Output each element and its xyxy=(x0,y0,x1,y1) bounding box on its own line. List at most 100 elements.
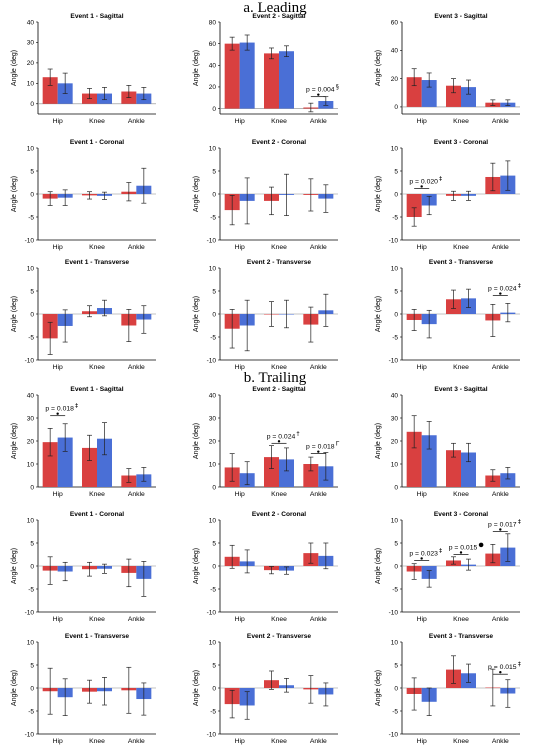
chart-panel-9: Event 3 - Transverse Angle (deg) -10 -5 0 5 10… xyxy=(375,259,521,371)
bar-s2-hip xyxy=(239,42,255,109)
y-tick-label: -5 xyxy=(28,586,34,593)
x-tick-label: Hip xyxy=(417,616,427,623)
y-tick-label: 10 xyxy=(27,145,35,152)
significance-mark: ‡ xyxy=(518,283,521,290)
y-tick-label: 0 xyxy=(394,685,398,692)
x-tick-label: Hip xyxy=(235,738,245,745)
y-tick-label: 5 xyxy=(212,662,216,669)
x-tick-label: Knee xyxy=(89,118,105,125)
significance-mark: ‡ xyxy=(518,661,521,668)
significance-mark: ‡ xyxy=(439,175,442,182)
p-value-label: p = 0.020 xyxy=(409,178,438,185)
x-tick-label: Ankle xyxy=(492,491,509,498)
bar-s2-knee xyxy=(461,87,476,107)
bar-s1-knee xyxy=(264,457,279,487)
x-tick-label: Knee xyxy=(271,738,287,745)
x-tick-label: Knee xyxy=(453,738,469,745)
y-tick-label: -10 xyxy=(207,237,217,244)
y-tick-label: -10 xyxy=(207,357,217,364)
x-tick-label: Hip xyxy=(235,616,245,623)
y-axis-label: Angle (deg) xyxy=(11,548,18,584)
y-tick-label: -10 xyxy=(207,609,217,616)
y-tick-label: 5 xyxy=(212,288,216,295)
x-tick-label: Knee xyxy=(453,491,469,498)
chart-panel-15: Event 3 - Coronal Angle (deg) -10 -5 0 5 10 Hip… xyxy=(375,511,521,623)
x-tick-label: Knee xyxy=(271,244,287,251)
y-tick-label: 10 xyxy=(209,461,217,468)
chart-panel-16: Event 1 - Transverse Angle (deg) -10 -5 0 5 10… xyxy=(11,633,156,745)
y-tick-label: -10 xyxy=(25,731,35,738)
bar-s2-ankle xyxy=(500,473,516,487)
y-tick-label: 10 xyxy=(209,517,217,524)
significance-dot xyxy=(420,185,423,188)
y-tick-label: 80 xyxy=(209,19,217,26)
x-tick-label: Ankle xyxy=(128,616,145,623)
y-tick-label: 20 xyxy=(391,76,399,83)
y-tick-label: 0 xyxy=(394,563,398,570)
x-tick-label: Ankle xyxy=(128,491,145,498)
x-tick-label: Knee xyxy=(453,244,469,251)
x-tick-label: Ankle xyxy=(128,364,145,371)
significance-mark: † xyxy=(296,430,299,437)
y-axis-label: Angle (deg) xyxy=(193,670,200,706)
y-tick-label: -5 xyxy=(28,334,34,341)
p-value-label: p = 0.017 xyxy=(488,522,517,529)
bar-s1-hip xyxy=(406,194,422,217)
x-tick-label: Hip xyxy=(417,364,427,371)
bar-s1-hip xyxy=(406,77,422,107)
x-tick-label: Knee xyxy=(453,118,469,125)
y-tick-label: 10 xyxy=(209,145,217,152)
y-tick-label: 20 xyxy=(209,438,217,445)
p-value-label: p = 0.023 xyxy=(409,550,438,557)
y-tick-label: 30 xyxy=(27,40,35,47)
y-tick-label: -10 xyxy=(25,357,35,364)
chart-title: Event 3 - Transverse xyxy=(429,633,493,640)
x-tick-label: Knee xyxy=(271,118,287,125)
y-tick-label: 30 xyxy=(391,415,399,422)
chart-panel-7: Event 1 - Transverse Angle (deg) -10 -5 0 5 10… xyxy=(11,259,156,371)
y-tick-label: -10 xyxy=(25,237,35,244)
section-title-leading: a. Leading xyxy=(243,0,307,16)
significance-mark: Γ xyxy=(336,441,340,448)
p-value-label: p = 0.015 xyxy=(449,545,478,552)
y-tick-label: 0 xyxy=(30,311,34,318)
x-tick-label: Knee xyxy=(453,364,469,371)
chart-panel-2: Event 2 - Sagittal Angle (deg) 0 20 40 60 80 Hi… xyxy=(193,13,339,125)
y-axis-label: Angle (deg) xyxy=(11,50,18,86)
y-tick-label: -5 xyxy=(392,708,398,715)
chart-title: Event 2 - Sagittal xyxy=(252,386,305,393)
y-axis-label: Angle (deg) xyxy=(193,548,200,584)
y-tick-label: -5 xyxy=(392,334,398,341)
chart-panel-17: Event 2 - Transverse Angle (deg) -10 -5 0 5 10… xyxy=(193,633,338,745)
chart-title: Event 1 - Transverse xyxy=(65,259,129,266)
y-tick-label: 40 xyxy=(27,392,35,399)
x-tick-label: Knee xyxy=(89,491,105,498)
significance-dot xyxy=(499,671,502,674)
y-tick-label: 20 xyxy=(27,60,35,67)
y-tick-label: 20 xyxy=(27,438,35,445)
x-tick-label: Ankle xyxy=(310,364,327,371)
chart-title: Event 3 - Coronal xyxy=(434,511,488,518)
significance-dot xyxy=(459,551,463,554)
x-tick-label: Ankle xyxy=(492,364,509,371)
y-tick-label: 10 xyxy=(391,145,399,152)
y-axis-label: Angle (deg) xyxy=(193,296,200,332)
y-axis-label: Angle (deg) xyxy=(11,296,18,332)
x-tick-label: Knee xyxy=(271,364,287,371)
chart-title: Event 2 - Coronal xyxy=(252,139,306,146)
y-tick-label: -5 xyxy=(210,586,216,593)
bar-s1-hip xyxy=(224,43,240,109)
y-tick-label: 10 xyxy=(209,265,217,272)
significance-mark: § xyxy=(336,84,339,91)
x-tick-label: Hip xyxy=(235,364,245,371)
chart-title: Event 3 - Transverse xyxy=(429,259,493,266)
y-tick-label: 5 xyxy=(394,540,398,547)
x-tick-label: Ankle xyxy=(310,244,327,251)
y-tick-label: -5 xyxy=(392,214,398,221)
significance-dot xyxy=(499,528,502,531)
section-title-trailing: b. Trailing xyxy=(243,370,307,386)
chart-panel-11: Event 2 - Sagittal Angle (deg) 0 10 20 30 40 Hi… xyxy=(193,386,340,498)
y-tick-label: 40 xyxy=(209,63,217,70)
bar-s1-knee xyxy=(264,53,279,109)
bar-s1-hip xyxy=(42,442,58,487)
